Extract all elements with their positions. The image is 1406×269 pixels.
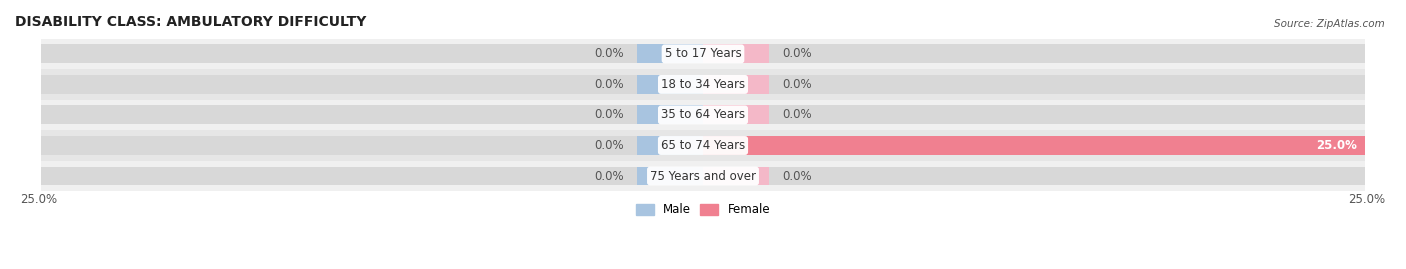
Bar: [637, 75, 703, 94]
Text: 0.0%: 0.0%: [593, 169, 624, 183]
Bar: [703, 136, 1365, 155]
Text: Source: ZipAtlas.com: Source: ZipAtlas.com: [1274, 19, 1385, 29]
Text: DISABILITY CLASS: AMBULATORY DIFFICULTY: DISABILITY CLASS: AMBULATORY DIFFICULTY: [15, 15, 367, 29]
Bar: [41, 44, 1365, 63]
Bar: [41, 136, 1365, 155]
Text: 25.0%: 25.0%: [1348, 193, 1386, 206]
Bar: [703, 105, 769, 125]
Bar: [637, 105, 703, 125]
Text: 65 to 74 Years: 65 to 74 Years: [661, 139, 745, 152]
Text: 0.0%: 0.0%: [593, 139, 624, 152]
Text: 5 to 17 Years: 5 to 17 Years: [665, 47, 741, 61]
Text: 0.0%: 0.0%: [782, 169, 813, 183]
Bar: [41, 69, 1365, 100]
Text: 0.0%: 0.0%: [593, 108, 624, 122]
Text: 0.0%: 0.0%: [782, 78, 813, 91]
Bar: [41, 161, 1365, 191]
Bar: [41, 167, 1365, 186]
Text: 0.0%: 0.0%: [782, 108, 813, 122]
Legend: Male, Female: Male, Female: [631, 199, 775, 221]
Bar: [703, 167, 769, 186]
Bar: [41, 39, 1365, 69]
Bar: [41, 100, 1365, 130]
Text: 0.0%: 0.0%: [782, 47, 813, 61]
Bar: [41, 130, 1365, 161]
Text: 75 Years and over: 75 Years and over: [650, 169, 756, 183]
Bar: [637, 44, 703, 63]
Bar: [703, 75, 769, 94]
Text: 25.0%: 25.0%: [20, 193, 58, 206]
Text: 0.0%: 0.0%: [593, 47, 624, 61]
Bar: [637, 136, 703, 155]
Bar: [703, 44, 769, 63]
Text: 18 to 34 Years: 18 to 34 Years: [661, 78, 745, 91]
Bar: [41, 75, 1365, 94]
Text: 0.0%: 0.0%: [593, 78, 624, 91]
Bar: [637, 167, 703, 186]
Text: 25.0%: 25.0%: [1316, 139, 1357, 152]
Text: 35 to 64 Years: 35 to 64 Years: [661, 108, 745, 122]
Bar: [41, 105, 1365, 125]
